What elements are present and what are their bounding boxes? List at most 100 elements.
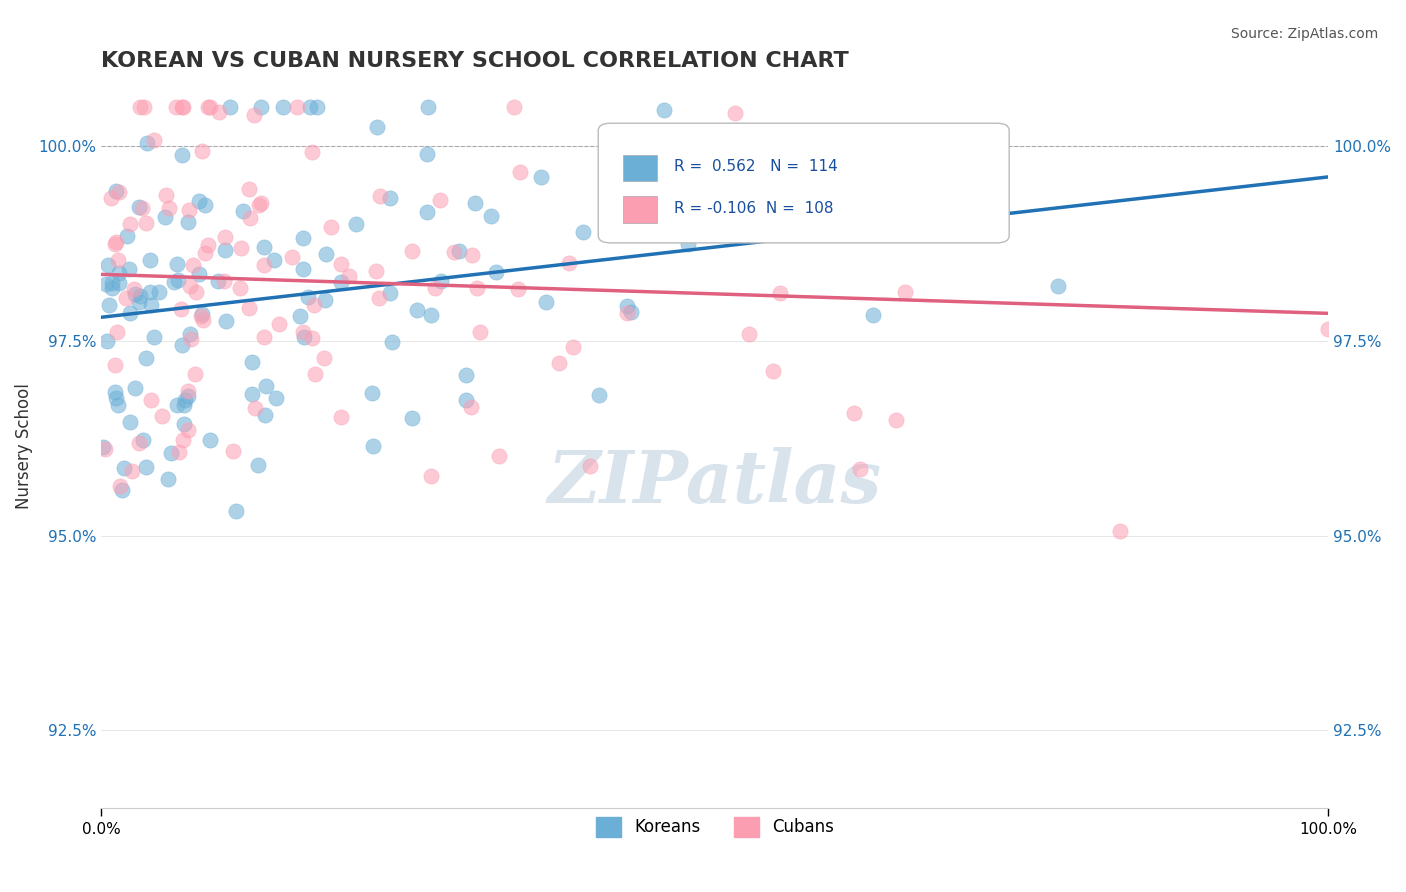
FancyBboxPatch shape — [623, 155, 657, 181]
Point — [710, 151, 733, 165]
Point — [231, 203, 253, 218]
Point — [165, 100, 187, 114]
Point — [177, 389, 200, 403]
Point — [301, 331, 323, 345]
Point — [1317, 322, 1340, 336]
Point — [240, 386, 263, 401]
Point — [172, 434, 194, 448]
Point — [97, 258, 120, 272]
Text: ZIPatlas: ZIPatlas — [548, 447, 882, 517]
Point — [197, 238, 219, 252]
Point — [288, 309, 311, 323]
Point — [191, 312, 214, 326]
Point — [128, 436, 150, 450]
Point — [179, 332, 201, 346]
Point — [762, 363, 785, 377]
Point — [249, 195, 271, 210]
Point — [129, 289, 152, 303]
Point — [135, 351, 157, 365]
Point — [370, 189, 392, 203]
Point — [176, 384, 198, 398]
Point — [281, 250, 304, 264]
Point — [416, 146, 439, 161]
Point — [253, 329, 276, 343]
Point — [131, 433, 153, 447]
Point — [688, 210, 710, 224]
Point — [401, 410, 423, 425]
Point — [173, 393, 195, 408]
Point — [747, 153, 769, 167]
Point — [616, 305, 638, 319]
Point — [503, 100, 526, 114]
Point — [557, 255, 579, 269]
Point — [238, 182, 260, 196]
Point — [107, 253, 129, 268]
Point — [273, 100, 295, 114]
Point — [128, 295, 150, 310]
Point — [143, 330, 166, 344]
Point — [240, 355, 263, 369]
Point — [105, 184, 128, 198]
Point — [197, 100, 219, 114]
Point — [91, 440, 114, 454]
Point — [865, 220, 887, 235]
Point — [214, 230, 236, 244]
Point — [884, 413, 907, 427]
Point — [104, 385, 127, 400]
Point — [177, 202, 200, 217]
Point — [361, 385, 384, 400]
Point — [253, 409, 276, 423]
Point — [215, 313, 238, 327]
Point — [460, 400, 482, 414]
Point — [416, 204, 439, 219]
Point — [479, 209, 502, 223]
Point — [893, 285, 915, 299]
Point — [181, 258, 204, 272]
Point — [380, 285, 402, 300]
Point — [212, 275, 235, 289]
Point — [330, 276, 353, 290]
Point — [179, 326, 201, 341]
Point — [561, 340, 583, 354]
Point — [225, 504, 247, 518]
Point — [112, 460, 135, 475]
Point — [485, 264, 508, 278]
Point — [108, 185, 131, 199]
Point — [107, 277, 129, 291]
Point — [222, 443, 245, 458]
Point — [468, 325, 491, 339]
Point — [122, 281, 145, 295]
Text: R =  0.562   N =  114: R = 0.562 N = 114 — [675, 160, 838, 174]
Point — [1047, 278, 1070, 293]
Point — [166, 398, 188, 412]
Point — [170, 100, 193, 114]
Point — [200, 100, 222, 114]
Point — [264, 391, 287, 405]
Point — [177, 215, 200, 229]
Point — [108, 479, 131, 493]
Point — [214, 244, 236, 258]
Point — [115, 291, 138, 305]
Point — [94, 277, 117, 292]
Point — [291, 262, 314, 277]
Point — [96, 334, 118, 348]
Point — [155, 188, 177, 202]
Point — [238, 301, 260, 315]
Point — [156, 472, 179, 486]
Point — [187, 267, 209, 281]
Point — [304, 367, 326, 381]
Point — [419, 308, 441, 322]
Point — [148, 285, 170, 299]
Point — [170, 148, 193, 162]
Text: KOREAN VS CUBAN NURSERY SCHOOL CORRELATION CHART: KOREAN VS CUBAN NURSERY SCHOOL CORRELATI… — [101, 51, 849, 70]
Point — [124, 381, 146, 395]
Point — [142, 132, 165, 146]
Point — [100, 191, 122, 205]
Point — [429, 193, 451, 207]
Point — [755, 198, 778, 212]
Point — [231, 241, 253, 255]
Point — [173, 417, 195, 431]
Point — [191, 145, 214, 159]
Point — [319, 219, 342, 234]
Point — [263, 252, 285, 267]
